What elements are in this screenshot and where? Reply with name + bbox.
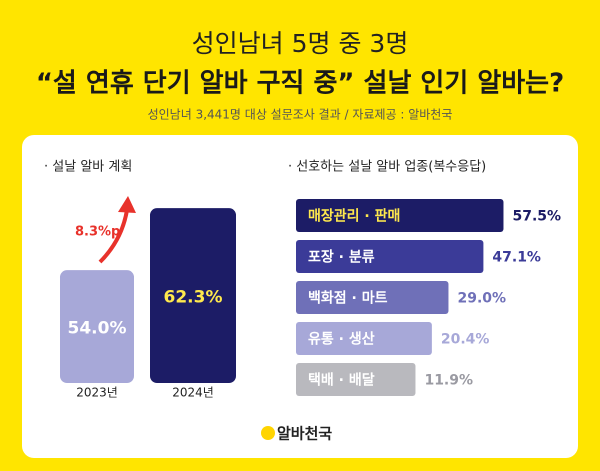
increase-arrow [98,209,129,264]
x-tick-label: 2023년 [76,386,118,400]
x-tick-label: 2024년 [172,386,214,400]
bar [296,240,484,273]
bar [150,208,236,383]
logo-icon [261,426,275,440]
bar [296,322,432,355]
title-line1: 성인남녀 5명 중 3명 [192,29,409,58]
bar [60,270,134,383]
panel-title: · 선호하는 설날 알바 업종(복수응답) [288,160,486,175]
annotation: 8.3%p [75,225,120,240]
panel-title: · 설날 알바 계획 [44,160,132,175]
category-label: 매장관리 · 판매 [308,208,400,225]
category-label: 택배 · 배달 [308,372,375,389]
value-label: 47.1% [492,250,541,266]
value-label: 11.9% [424,373,473,389]
category-label: 유통 · 생산 [308,331,375,348]
logo: 알바천국 [277,425,332,443]
value-label: 57.5% [512,209,561,225]
value-label: 29.0% [457,291,506,307]
title-line2: “설 연휴 단기 알바 구직 중” 설날 인기 알바는? [36,69,564,99]
bar [296,199,504,232]
category-label: 포장 · 분류 [308,249,375,266]
value-label: 62.3% [164,288,223,308]
arrow-head [118,196,136,213]
value-label: 54.0% [68,319,127,339]
value-label: 20.4% [441,332,490,348]
subtitle: 성인남녀 3,441명 대상 설문조사 결과 / 자료제공 : 알바천국 [148,107,453,122]
bar [296,363,416,396]
bar [296,281,449,314]
category-label: 백화점 · 마트 [308,290,388,307]
